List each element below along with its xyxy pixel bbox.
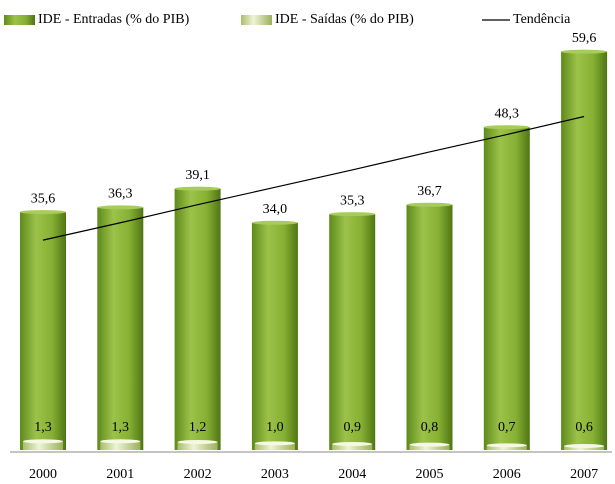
- bar: [174, 188, 221, 450]
- data-label: 1,2: [189, 420, 207, 435]
- data-label: 35,6: [31, 191, 56, 206]
- bar-cap: [332, 441, 373, 446]
- data-label: 0,7: [498, 420, 516, 435]
- x-tick-label: 2001: [106, 467, 134, 482]
- bar-cap: [254, 441, 295, 446]
- x-tick-label: 2000: [29, 467, 57, 482]
- bar: [409, 444, 450, 450]
- bar: [23, 441, 63, 450]
- bar: [254, 443, 295, 450]
- bar: [332, 443, 373, 450]
- bar-cap: [251, 220, 298, 225]
- bar-cap: [486, 443, 527, 448]
- bar: [251, 222, 298, 450]
- bar-cap: [561, 49, 608, 54]
- data-label: 35,3: [340, 193, 365, 208]
- bar-cap: [177, 439, 218, 444]
- bar: [20, 212, 66, 450]
- bar: [486, 445, 527, 450]
- data-label: 39,1: [185, 168, 210, 183]
- data-label: 34,0: [263, 202, 288, 217]
- bar-cap: [174, 186, 221, 191]
- bar: [564, 445, 605, 450]
- data-label: 0,6: [575, 420, 593, 435]
- data-label: 36,3: [108, 187, 133, 202]
- data-label: 1,0: [266, 420, 284, 435]
- legend-label: IDE - Saídas (% do PIB): [275, 12, 414, 27]
- bar: [483, 127, 530, 450]
- bar-cap: [564, 443, 605, 448]
- bar-cap: [406, 202, 453, 207]
- legend-swatch: [241, 15, 272, 25]
- bar-cap: [97, 205, 144, 210]
- bar-cap: [20, 210, 66, 215]
- trend-line: [42, 115, 585, 241]
- bar-cap: [23, 439, 63, 444]
- legend-swatch: [4, 15, 35, 25]
- bar: [97, 207, 144, 450]
- bar-cap: [100, 439, 141, 444]
- bar-cap: [483, 125, 530, 130]
- x-tick-label: 2007: [570, 467, 598, 482]
- data-label: 1,3: [34, 420, 52, 435]
- x-tick-label: 2006: [493, 467, 521, 482]
- data-label: 0,8: [421, 420, 439, 435]
- legend-label: Tendência: [513, 12, 571, 27]
- bar: [329, 214, 376, 450]
- bar-cap: [329, 212, 376, 217]
- bar: [561, 51, 608, 450]
- x-tick-label: 2004: [338, 467, 366, 482]
- data-label: 1,3: [112, 420, 130, 435]
- data-label: 0,9: [343, 420, 361, 435]
- x-tick-label: 2002: [184, 467, 212, 482]
- bar: [177, 441, 218, 450]
- data-label: 59,6: [572, 31, 597, 46]
- bar: [100, 441, 141, 450]
- data-label: 36,7: [417, 184, 442, 199]
- legend-label: IDE - Entradas (% do PIB): [38, 12, 190, 27]
- x-tick-label: 2003: [261, 467, 289, 482]
- bar: [406, 204, 453, 450]
- data-label: 48,3: [495, 106, 520, 121]
- bar-cap: [409, 442, 450, 447]
- x-tick-label: 2005: [416, 467, 444, 482]
